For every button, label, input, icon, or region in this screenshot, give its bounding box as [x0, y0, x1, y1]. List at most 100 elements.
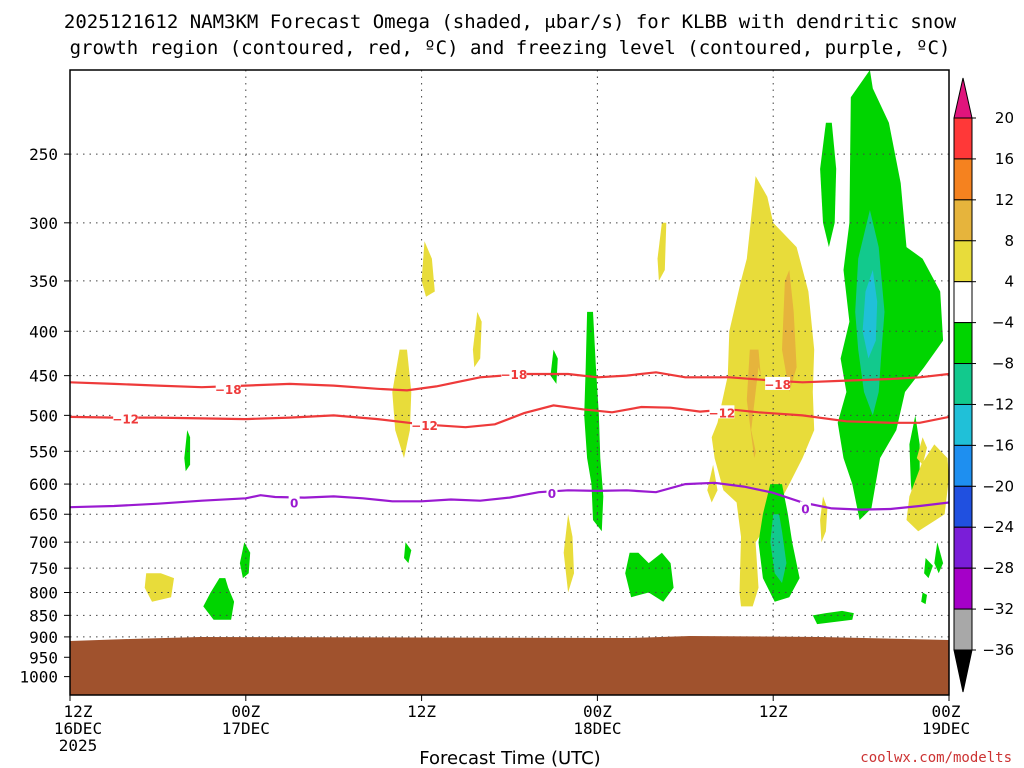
- colorbar-segment-3: [953, 240, 973, 283]
- y-tick-label-750: 750: [29, 559, 58, 578]
- y-tick-label-450: 450: [29, 367, 58, 386]
- x-axis-label: Forecast Time (UTC): [419, 748, 600, 768]
- terrain-fill: [70, 635, 949, 695]
- colorbar-label-6: −8: [992, 355, 1014, 373]
- colorbar-label-10: −24: [982, 518, 1014, 536]
- x-tick-label-48-0: 12Z: [759, 702, 788, 721]
- contour-label--12-2: −12: [709, 406, 736, 420]
- colorbar-label-5: −4: [992, 314, 1014, 332]
- colorbar-segment-6: [953, 363, 973, 405]
- contour-label--12-0: −12: [112, 412, 139, 426]
- contour-label--12-1: −12: [411, 419, 438, 433]
- colorbar-label-8: −16: [982, 436, 1014, 454]
- colorbar-label-3: 8: [1004, 232, 1014, 250]
- y-tick-label-700: 700: [29, 533, 58, 552]
- colorbar-segment-4: [953, 281, 973, 324]
- colorbar-segment-10: [953, 526, 973, 569]
- colorbar-segment-7: [953, 403, 973, 446]
- omega-region-13: [392, 349, 412, 459]
- colorbar-segment-11: [953, 567, 973, 610]
- colorbar-label-4: 4: [1004, 273, 1014, 291]
- contour-label-bg: [709, 405, 735, 419]
- contour-label--18-0: −18: [215, 383, 242, 397]
- contour--12: [70, 404, 949, 429]
- plot-frame: [69, 69, 950, 696]
- colorbar-segment-1: [953, 158, 973, 201]
- omega-region-0: [837, 70, 944, 520]
- contour-label-0-0: 0: [290, 496, 298, 510]
- colorbar-top-arrow: [953, 77, 973, 119]
- colorbar-segment-12: [953, 608, 973, 651]
- colorbar-segment-2: [953, 199, 973, 242]
- x-tick-label-0-2: 2025: [59, 736, 98, 755]
- y-tick-label-600: 600: [29, 475, 58, 494]
- colorbar-label-7: −12: [982, 395, 1014, 413]
- x-tick-label-60-0: 00Z: [932, 702, 961, 721]
- y-tick-label-800: 800: [29, 584, 58, 603]
- y-tick-label-500: 500: [29, 406, 58, 425]
- y-tick-label-650: 650: [29, 505, 58, 524]
- colorbar-bottom-arrow: [953, 649, 973, 693]
- y-tick-label-350: 350: [29, 272, 58, 291]
- y-tick-label-900: 900: [29, 628, 58, 647]
- omega-region-15: [584, 311, 604, 532]
- colorbar-segment-9: [953, 485, 973, 528]
- y-tick-label-250: 250: [29, 145, 58, 164]
- contour-label--18-1: −18: [501, 368, 528, 382]
- colorbar-label-11: −28: [982, 559, 1014, 577]
- y-tick-label-550: 550: [29, 442, 58, 461]
- contour-label-bg: [215, 381, 241, 395]
- colorbar-label-9: −20: [982, 477, 1014, 495]
- y-tick-label-950: 950: [29, 648, 58, 667]
- x-tick-label-0-0: 12Z: [64, 702, 93, 721]
- x-tick-label-12-0: 00Z: [231, 702, 260, 721]
- contour-label-0-1: 0: [548, 487, 556, 501]
- x-tick-label-24-0: 12Z: [407, 702, 436, 721]
- omega-region-29: [812, 610, 854, 625]
- y-axis: 250 300 350 400 450 500 550 600 650 700 750 800 850 9…: [19, 145, 70, 687]
- colorbar-segment-8: [953, 444, 973, 487]
- x-tick-label-12-1: 17DEC: [222, 719, 270, 738]
- omega-region-18: [625, 552, 674, 602]
- x-tick-label-36-1: 18DEC: [573, 719, 621, 738]
- omega-region-10: [770, 514, 787, 583]
- contour-label-bg: [799, 501, 811, 515]
- y-tick-label-300: 300: [29, 214, 58, 233]
- omega-region-12: [472, 311, 482, 368]
- contour-label-bg: [546, 485, 558, 499]
- x-tick-label-0-1: 16DEC: [54, 719, 102, 738]
- omega-region-11: [657, 222, 667, 281]
- chart-title-line1: 2025121612 NAM3KM Forecast Omega (shaded…: [64, 11, 957, 33]
- terrain: [70, 635, 949, 695]
- omega-region-24: [906, 444, 949, 532]
- contour-label-bg: [288, 495, 300, 509]
- omega-region-27: [934, 542, 944, 574]
- contour-label-bg: [501, 366, 527, 380]
- colorbar-label-2: 12: [995, 191, 1014, 209]
- colorbar: 20 16 12 8 4 −4 −8 −12 −16 −20 −24 −28 −32 −36: [953, 77, 1014, 693]
- omega-region-23: [404, 542, 412, 564]
- colorbar-label-1: 16: [995, 150, 1014, 168]
- omega-region-22: [184, 430, 191, 472]
- omega-region-28: [921, 592, 927, 605]
- y-tick-label-850: 850: [29, 606, 58, 625]
- x-tick-label-36-0: 00Z: [583, 702, 612, 721]
- contour-label-bg: [765, 376, 791, 390]
- omega-region-17: [563, 514, 574, 593]
- y-tick-label-400: 400: [29, 322, 58, 341]
- omega-region-7: [782, 270, 797, 392]
- colorbar-segment-5: [953, 322, 973, 365]
- colorbar-label-13: −36: [982, 641, 1014, 659]
- contour-label-0-2: 0: [801, 502, 809, 516]
- colorbar-label-12: −32: [982, 600, 1014, 618]
- x-tick-label-60-1: 19DEC: [922, 719, 970, 738]
- temperature-contours: −18 −18 −18 −12 −12 −12 0 0 0: [70, 366, 949, 516]
- omega-region-4: [862, 270, 878, 359]
- chart-title-line2: growth region (contoured, red, ºC) and f…: [70, 37, 951, 59]
- contour-label--18-2: −18: [764, 378, 791, 392]
- omega-region-21: [239, 542, 251, 579]
- omega-region-19: [144, 573, 174, 602]
- contour-label-bg: [412, 418, 438, 432]
